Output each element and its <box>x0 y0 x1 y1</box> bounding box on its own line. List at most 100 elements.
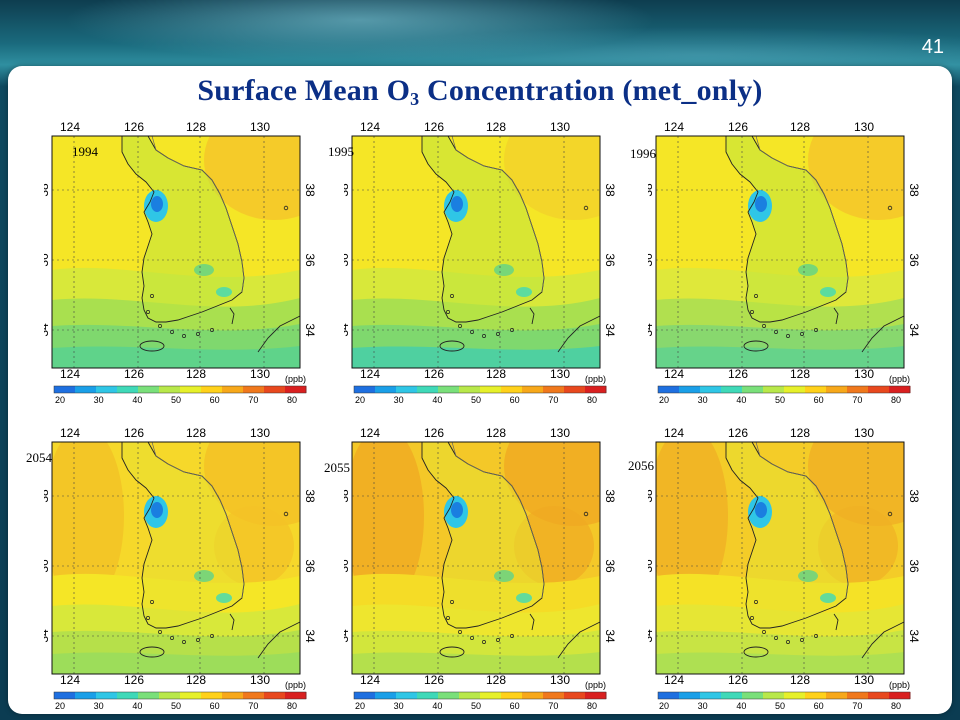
colorbar-swatch <box>700 386 722 393</box>
colorbar-tick: 20 <box>355 701 365 711</box>
colorbar-swatch <box>543 386 565 393</box>
map-svg: 124 124 126 126 128 128 130 130 34 34 36 36 38 38 (ppb… <box>44 120 317 405</box>
colorbar-swatch <box>375 386 397 393</box>
colorbar-tick: 70 <box>548 395 558 405</box>
colorbar-swatch <box>438 386 460 393</box>
korean-peninsula <box>726 136 848 322</box>
korean-peninsula <box>122 136 244 322</box>
colorbar-swatch <box>75 692 97 699</box>
lat-tick-left: 38 <box>648 489 655 503</box>
map-svg: 124 124 126 126 128 128 130 130 34 34 36 36 38 38 (ppb… <box>44 426 317 711</box>
lat-tick-right: 36 <box>907 559 921 573</box>
lon-tick-top: 128 <box>186 120 206 134</box>
lat-tick-right: 38 <box>303 489 317 503</box>
colorbar-swatch <box>742 692 764 699</box>
lat-tick-left: 38 <box>44 489 51 503</box>
colorbar-swatch <box>54 692 76 699</box>
colorbar-tick: 40 <box>132 701 142 711</box>
colorbar-tick: 50 <box>775 701 785 711</box>
colorbar-swatch <box>354 692 376 699</box>
lat-tick-right: 34 <box>603 629 617 643</box>
lon-tick-top: 130 <box>250 426 270 440</box>
colorbar-tick: 60 <box>210 395 220 405</box>
lon-tick-bottom: 124 <box>60 673 80 687</box>
map-panel-2056: 124 124 126 126 128 128 130 130 34 34 36 36 38 38 (ppb… <box>628 426 952 714</box>
colorbar-tick: 70 <box>248 701 258 711</box>
lat-tick-left: 34 <box>344 323 351 337</box>
colorbar-swatch <box>658 386 680 393</box>
lon-tick-top: 130 <box>854 426 874 440</box>
lon-tick-top: 126 <box>728 120 748 134</box>
lon-tick-top: 126 <box>424 426 444 440</box>
lon-tick-bottom: 128 <box>790 673 810 687</box>
colorbar-swatch <box>679 692 701 699</box>
map-frame <box>51 441 301 675</box>
colorbar-swatch <box>805 386 827 393</box>
map-year-label: 1996 <box>630 146 656 161</box>
lon-tick-top: 124 <box>360 120 380 134</box>
slide-title: Surface Mean O3 Concentration (met_only) <box>0 74 960 110</box>
colorbar-swatch <box>180 386 202 393</box>
colorbar-swatch <box>222 386 244 393</box>
colorbar-tick: 40 <box>736 395 746 405</box>
colorbar-tick: 30 <box>698 701 708 711</box>
colorbar-swatch <box>222 692 244 699</box>
colorbar-tick: 30 <box>394 395 404 405</box>
lon-tick-bottom: 130 <box>550 367 570 381</box>
colorbar-swatch <box>501 386 523 393</box>
colorbar-tick: 20 <box>55 395 65 405</box>
colorbar: 20 30 40 50 60 70 80 <box>657 385 911 405</box>
colorbar-tick: 80 <box>891 395 901 405</box>
colorbar-swatch <box>159 386 181 393</box>
colorbar-swatch <box>54 386 76 393</box>
lat-tick-right: 36 <box>603 253 617 267</box>
map-frame <box>655 441 905 675</box>
lon-tick-top: 130 <box>550 120 570 134</box>
korean-peninsula <box>422 442 544 628</box>
colorbar-swatch <box>138 692 160 699</box>
map-frame <box>351 135 601 369</box>
colorbar-swatch <box>784 386 806 393</box>
colorbar-swatch <box>201 386 223 393</box>
colorbar-swatch <box>889 692 911 699</box>
header-background <box>0 0 960 70</box>
lon-tick-bottom: 128 <box>186 367 206 381</box>
korean-peninsula <box>422 136 544 322</box>
lat-tick-right: 34 <box>303 323 317 337</box>
colorbar-swatch <box>889 386 911 393</box>
lat-tick-left: 36 <box>44 253 51 267</box>
colorbar-swatch <box>264 692 286 699</box>
colorbar-unit: (ppb) <box>889 374 910 384</box>
lon-tick-bottom: 126 <box>424 367 444 381</box>
map-year-label: 2056 <box>628 458 654 473</box>
colorbar-swatch <box>285 692 307 699</box>
map-panel-2054: 124 124 126 126 128 128 130 130 34 34 36 36 38 38 (ppb… <box>26 426 348 714</box>
lon-tick-top: 128 <box>186 426 206 440</box>
colorbar-tick: 60 <box>210 701 220 711</box>
colorbar-swatch <box>763 386 785 393</box>
lon-tick-bottom: 124 <box>60 367 80 381</box>
lon-tick-bottom: 130 <box>854 367 874 381</box>
lat-tick-left: 34 <box>44 629 51 643</box>
colorbar-tick: 60 <box>510 701 520 711</box>
lon-tick-bottom: 128 <box>186 673 206 687</box>
title-subscript: 3 <box>410 89 420 109</box>
lat-tick-right: 38 <box>603 489 617 503</box>
colorbar-swatch <box>396 386 418 393</box>
colorbar-swatch <box>742 386 764 393</box>
colorbar-tick: 80 <box>891 701 901 711</box>
colorbar-tick: 60 <box>814 395 824 405</box>
lat-tick-left: 34 <box>344 629 351 643</box>
lat-tick-right: 36 <box>603 559 617 573</box>
lat-tick-left: 34 <box>648 629 655 643</box>
colorbar-swatch <box>243 386 265 393</box>
lat-tick-left: 38 <box>344 183 351 197</box>
colorbar-swatch <box>721 692 743 699</box>
colorbar-tick: 60 <box>814 701 824 711</box>
map-year-label: 2055 <box>324 460 350 475</box>
lat-tick-left: 36 <box>344 253 351 267</box>
korean-peninsula <box>726 442 848 628</box>
colorbar-tick: 30 <box>698 395 708 405</box>
lat-tick-left: 38 <box>648 183 655 197</box>
colorbar-swatch <box>847 386 869 393</box>
